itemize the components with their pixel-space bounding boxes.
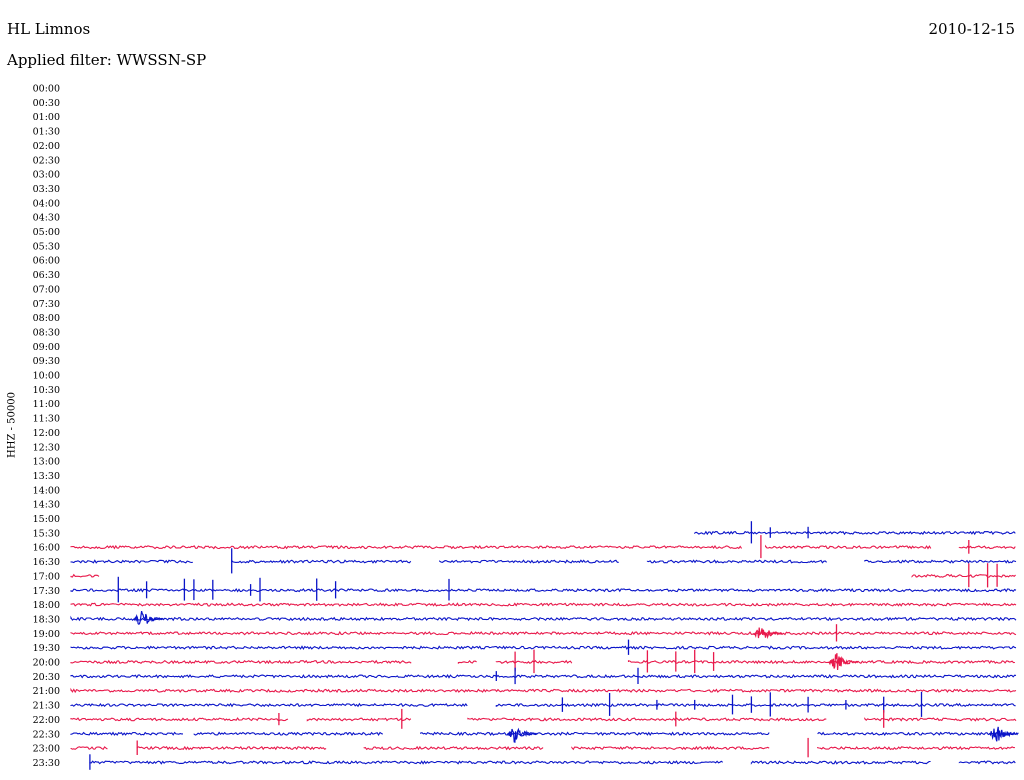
trace-segment — [439, 559, 619, 564]
time-tick-label: 10:30 — [33, 385, 60, 396]
time-tick-label: 09:30 — [33, 356, 60, 367]
trace-segment — [363, 745, 544, 751]
time-tick-label: 20:30 — [33, 672, 60, 683]
trace-segment — [70, 645, 1017, 650]
time-tick-label: 03:30 — [33, 184, 60, 195]
trace-segment — [495, 702, 1016, 708]
trace-segment — [70, 731, 183, 736]
time-tick-label: 11:00 — [33, 399, 60, 410]
time-tick-label: 18:30 — [33, 614, 60, 625]
time-tick-label: 03:00 — [33, 170, 60, 181]
trace-segment — [571, 745, 770, 751]
trace-segment — [70, 630, 1017, 636]
time-tick-label: 22:30 — [33, 729, 60, 740]
trace-segment — [817, 746, 1015, 751]
time-tick-label: 02:30 — [33, 155, 60, 166]
time-tick-label: 05:30 — [33, 241, 60, 252]
trace-segment — [817, 731, 1016, 736]
time-tick-label: 05:00 — [33, 227, 60, 238]
time-tick-label: 15:00 — [33, 514, 60, 525]
time-tick-label: 04:00 — [33, 198, 60, 209]
trace-segment — [70, 587, 1017, 593]
trace-segment — [70, 659, 412, 665]
trace-segment — [70, 687, 1017, 694]
time-tick-label: 23:30 — [33, 758, 60, 769]
time-tick-label: 07:00 — [33, 284, 60, 295]
time-tick-label: 11:30 — [33, 414, 60, 425]
trace-segment — [457, 659, 477, 665]
trace-segment — [911, 573, 1016, 578]
earthquake-burst — [133, 610, 164, 625]
time-tick-label: 04:30 — [33, 213, 60, 224]
time-tick-label: 21:00 — [33, 686, 60, 697]
time-tick-label: 02:00 — [33, 141, 60, 152]
station-title: HL Limnos — [7, 20, 91, 38]
trace-segment — [70, 674, 1017, 679]
trace-segment — [420, 731, 770, 737]
date-label: 2010-12-15 — [928, 20, 1015, 38]
trace-segment — [765, 544, 932, 550]
trace-segment — [958, 760, 1016, 765]
time-tick-label: 22:00 — [33, 715, 60, 726]
time-tick-label: 19:30 — [33, 643, 60, 654]
trace-segment — [495, 659, 573, 664]
time-tick-label: 19:00 — [33, 629, 60, 640]
time-tick-label: 13:00 — [33, 457, 60, 468]
trace-segment — [70, 702, 468, 708]
time-tick-label: 14:30 — [33, 500, 60, 511]
time-tick-label: 09:00 — [33, 342, 60, 353]
time-tick-label: 10:00 — [33, 371, 60, 382]
time-tick-label: 14:00 — [33, 485, 60, 496]
trace-segment — [750, 760, 931, 765]
time-tick-label: 12:00 — [33, 428, 60, 439]
trace-segment — [231, 559, 412, 564]
time-tick-label: 12:30 — [33, 442, 60, 453]
trace-segment — [306, 717, 412, 722]
filter-label: Applied filter: WWSSN-SP — [7, 51, 207, 69]
time-tick-label: 23:00 — [33, 744, 60, 755]
trace-segment — [70, 602, 1017, 607]
time-tick-label: 16:00 — [33, 543, 60, 554]
earthquake-burst — [988, 726, 1019, 742]
trace-segment — [193, 731, 384, 736]
time-tick-label: 00:30 — [33, 98, 60, 109]
time-tick-label: 06:00 — [33, 256, 60, 267]
trace-segment — [136, 745, 327, 751]
time-tick-label: 17:30 — [33, 586, 60, 597]
trace-segment — [70, 559, 193, 564]
trace-segment — [467, 717, 827, 722]
trace-segment — [70, 615, 1017, 622]
trace-segment — [70, 573, 100, 578]
time-tick-label: 13:30 — [33, 471, 60, 482]
trace-segment — [694, 530, 1016, 536]
trace-segment — [89, 760, 724, 765]
trace-segment — [70, 746, 108, 751]
time-tick-label: 20:00 — [33, 658, 60, 669]
trace-segment — [864, 559, 1017, 564]
trace-segment — [958, 545, 1016, 550]
trace-segment — [864, 717, 1017, 722]
time-tick-label: 18:00 — [33, 600, 60, 611]
earthquake-burst — [828, 653, 859, 671]
earthquake-burst — [506, 727, 537, 743]
earthquake-burst — [752, 627, 783, 640]
time-tick-label: 08:00 — [33, 313, 60, 324]
time-tick-label: 17:00 — [33, 571, 60, 582]
time-tick-label: 01:00 — [33, 112, 60, 123]
time-tick-label: 01:30 — [33, 127, 60, 138]
time-tick-label: 00:00 — [33, 84, 60, 95]
time-tick-label: 21:30 — [33, 701, 60, 712]
time-tick-label: 16:30 — [33, 557, 60, 568]
time-tick-label: 06:30 — [33, 270, 60, 281]
trace-segment — [70, 717, 289, 722]
time-tick-label: 07:30 — [33, 299, 60, 310]
time-tick-label: 15:30 — [33, 528, 60, 539]
trace-segment — [646, 559, 827, 564]
trace-segment — [627, 659, 1015, 665]
trace-segment — [70, 544, 743, 550]
time-tick-label: 08:30 — [33, 327, 60, 338]
